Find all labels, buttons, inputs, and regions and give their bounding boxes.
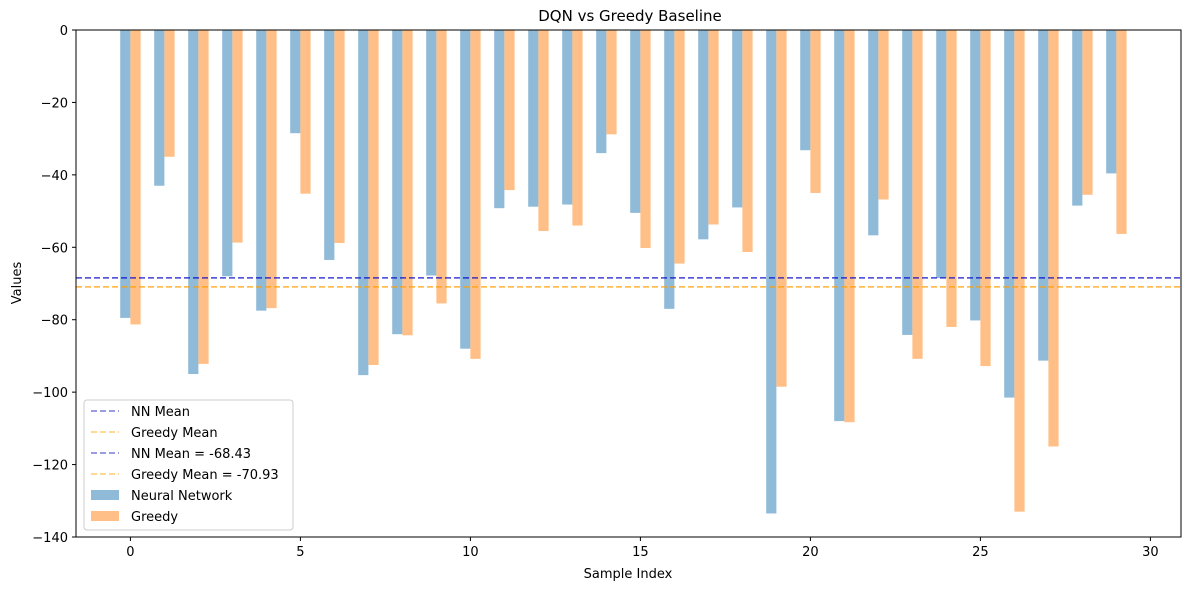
- y-tick-label: −80: [41, 314, 68, 329]
- nn-bar-29: [1106, 30, 1117, 174]
- greedy-bar-12: [538, 30, 549, 231]
- greedy-bar-18: [742, 30, 753, 252]
- chart-title: DQN vs Greedy Baseline: [538, 7, 722, 25]
- nn-bar-12: [528, 30, 539, 207]
- nn-bar-11: [494, 30, 505, 209]
- nn-bar-7: [358, 30, 369, 376]
- legend-swatch-patch: [91, 511, 119, 521]
- nn-bar-25: [970, 30, 981, 321]
- nn-bar-27: [1038, 30, 1049, 361]
- nn-bar-9: [426, 30, 437, 276]
- x-tick-label: 0: [126, 545, 134, 560]
- greedy-bar-21: [844, 30, 855, 423]
- greedy-bar-24: [946, 30, 957, 327]
- greedy-bar-1: [164, 30, 175, 157]
- y-axis-label: Values: [10, 262, 25, 305]
- legend-label: NN Mean: [131, 405, 190, 420]
- greedy-bar-26: [1014, 30, 1025, 512]
- y-tick-label: −40: [41, 169, 68, 184]
- nn-bar-6: [324, 30, 335, 260]
- nn-bar-5: [290, 30, 301, 134]
- legend: NN Mean Greedy Mean NN Mean = -68.43 Greedy…: [83, 399, 294, 531]
- greedy-bar-14: [606, 30, 617, 135]
- nn-bar-28: [1072, 30, 1083, 206]
- x-tick-label: 15: [632, 545, 649, 560]
- greedy-bar-22: [878, 30, 889, 200]
- greedy-bar-13: [572, 30, 583, 226]
- greedy-bar-28: [1082, 30, 1093, 195]
- reference-lines-layer: [76, 277, 1181, 288]
- greedy-bar-29: [1116, 30, 1127, 234]
- nn-bar-4: [256, 30, 267, 311]
- y-tick-label: −120: [32, 459, 68, 474]
- greedy-bar-25: [980, 30, 991, 367]
- nn-bar-22: [868, 30, 879, 236]
- greedy-bar-10: [470, 30, 481, 359]
- greedy-bar-9: [436, 30, 447, 304]
- nn-bar-13: [562, 30, 573, 205]
- legend-label: Greedy Mean: [131, 426, 218, 441]
- nn-bar-17: [698, 30, 709, 240]
- nn-bar-23: [902, 30, 913, 335]
- nn-bar-21: [834, 30, 845, 422]
- y-tick-label: −20: [41, 96, 68, 111]
- x-axis-label: Sample Index: [584, 567, 673, 582]
- nn-bar-15: [630, 30, 641, 213]
- greedy-bar-11: [504, 30, 515, 191]
- nn-bar-10: [460, 30, 471, 349]
- x-tick-label: 5: [296, 545, 304, 560]
- plot-frame: [75, 29, 1182, 538]
- y-tick-label: −60: [41, 241, 68, 256]
- greedy-bar-16: [674, 30, 685, 264]
- greedy-bar-19: [776, 30, 787, 387]
- greedy-bar-5: [300, 30, 311, 194]
- y-tick-label: −100: [32, 386, 68, 401]
- greedy-bar-2: [198, 30, 209, 364]
- x-tick-label: 30: [1142, 545, 1159, 560]
- nn-bar-20: [800, 30, 811, 151]
- legend-swatch-patch: [91, 490, 119, 500]
- nn-bar-2: [188, 30, 199, 375]
- greedy-bar-8: [402, 30, 413, 336]
- greedy-bar-15: [640, 30, 651, 249]
- greedy-bar-23: [912, 30, 923, 359]
- nn-bar-18: [732, 30, 743, 208]
- nn-bar-3: [222, 30, 233, 277]
- y-tick-label: −140: [32, 531, 68, 546]
- greedy-bar-3: [232, 30, 243, 243]
- nn-bar-14: [596, 30, 607, 154]
- x-tick-label: 20: [802, 545, 819, 560]
- y-tick-label: 0: [60, 24, 68, 39]
- x-tick-label: 25: [972, 545, 989, 560]
- legend-label: NN Mean = -68.43: [131, 447, 251, 462]
- x-axis: 0 5 10 15 20 25 30: [126, 537, 1159, 560]
- nn-bar-8: [392, 30, 403, 335]
- greedy-bar-27: [1048, 30, 1059, 447]
- nn-bar-0: [120, 30, 131, 318]
- legend-box: [83, 399, 294, 531]
- legend-label: Greedy Mean = -70.93: [131, 468, 279, 483]
- greedy-bar-17: [708, 30, 719, 225]
- nn-bar-26: [1004, 30, 1015, 398]
- nn-bar-1: [154, 30, 165, 186]
- nn-bar-24: [936, 30, 947, 279]
- nn-bar-19: [766, 30, 777, 514]
- nn-bar-16: [664, 30, 675, 309]
- greedy-bar-20: [810, 30, 821, 193]
- greedy-bar-7: [368, 30, 379, 365]
- legend-label: Greedy: [131, 510, 178, 525]
- y-axis: 0 −20 −40 −60 −80 −100 −120 −140: [32, 24, 76, 546]
- legend-label: Neural Network: [131, 489, 233, 504]
- x-tick-label: 10: [462, 545, 479, 560]
- greedy-bar-6: [334, 30, 345, 243]
- greedy-bar-4: [266, 30, 277, 309]
- bars-layer: [120, 30, 1127, 514]
- greedy-bar-0: [130, 30, 141, 325]
